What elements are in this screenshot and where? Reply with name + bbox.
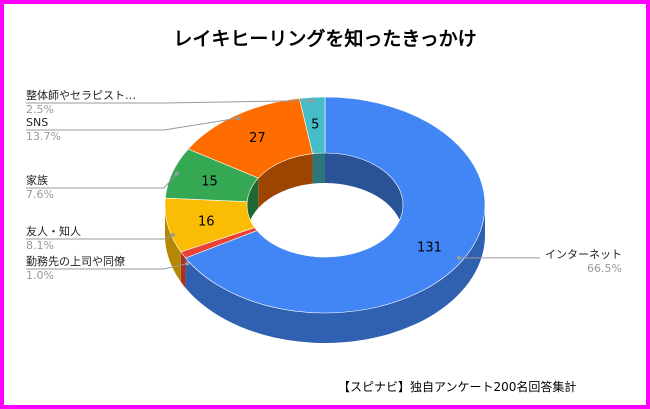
- callout-percent-label: 1.0%: [26, 269, 54, 282]
- slice: [299, 96, 326, 154]
- callout-dot: [174, 171, 179, 176]
- callout-percent-label: 7.6%: [26, 188, 54, 201]
- callout-category-label: 整体師やセラピスト…: [26, 88, 136, 102]
- callout-leader-line: [26, 173, 178, 189]
- slice-inner-wall: [325, 153, 403, 235]
- callout-dot: [185, 261, 190, 266]
- callout-percent-label: 13.7%: [26, 130, 61, 143]
- slice-value-label: 131: [417, 240, 442, 255]
- slice-inner-wall: [312, 153, 325, 184]
- callout-percent-label: 8.1%: [26, 239, 54, 252]
- donut-side: [165, 205, 486, 343]
- source-note: 【スピナビ】独自アンケート200名回答集計: [338, 380, 577, 394]
- callout-dot: [456, 255, 461, 260]
- chart-title: レイキヒーリングを知ったきっかけ: [173, 28, 477, 50]
- callout-dot: [236, 116, 241, 121]
- slice-side: [180, 251, 186, 288]
- callout-leader-line: [26, 117, 239, 131]
- slice-value-label: 16: [198, 215, 215, 230]
- callout-dot: [170, 233, 175, 238]
- callout-percent-label: 2.5%: [26, 103, 54, 116]
- callout-category-label: インターネット: [545, 248, 622, 261]
- callout-category-label: 勤務先の上司や同僚: [26, 254, 125, 268]
- callout-percent-label: 66.5%: [587, 262, 622, 275]
- callout-dot: [310, 98, 315, 103]
- slice-value-label: 5: [311, 117, 319, 132]
- slice-value-label: 27: [249, 131, 266, 146]
- slice: [185, 96, 486, 314]
- slice-side: [185, 205, 486, 343]
- slice-side: [165, 205, 181, 282]
- callout-leader-line: [26, 234, 173, 240]
- callout-category-label: SNS: [26, 116, 48, 129]
- callout-category-label: 家族: [26, 173, 48, 187]
- callout-leader-line: [26, 100, 313, 104]
- callout-leader-line: [26, 262, 188, 270]
- slice-value-label: 15: [201, 174, 218, 189]
- donut-top: [164, 96, 486, 314]
- callout-category-label: 友人・知人: [26, 224, 81, 238]
